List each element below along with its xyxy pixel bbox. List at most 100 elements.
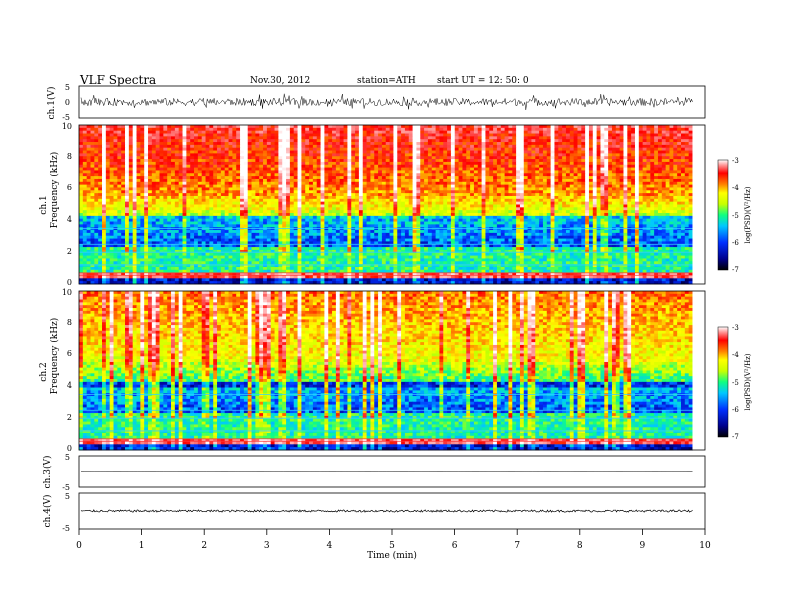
spectrogram-cell: [355, 150, 360, 154]
spectrogram-cell: [489, 164, 494, 168]
spectrogram-cell: [634, 207, 640, 211]
spectrogram-cell: [247, 130, 252, 134]
spectrogram-cell: [565, 210, 571, 214]
spectrogram-cell: [328, 125, 333, 129]
spectrogram-cell: [611, 153, 617, 157]
spectrogram-cell: [109, 210, 114, 214]
spectrogram-cell: [144, 181, 149, 186]
spectrogram-cell: [496, 136, 502, 140]
spectrogram-cell: [102, 142, 107, 146]
spectrogram-cell: [385, 153, 390, 157]
spectrogram-cell: [531, 161, 536, 166]
spectrogram-cell: [512, 125, 517, 129]
spectrogram-cell: [477, 142, 482, 146]
spectrogram-cell: [581, 173, 586, 177]
spectrogram-cell: [389, 156, 394, 160]
spectrogram-cell: [102, 133, 107, 137]
spectrogram-cell: [224, 178, 229, 183]
spectrogram-cell: [297, 187, 302, 191]
spectrogram-cell: [197, 153, 203, 157]
spectrogram-cell: [435, 164, 440, 168]
spectrogram-cell: [117, 142, 122, 146]
spectrogram-cell: [105, 125, 111, 129]
spectrogram-cell: [155, 204, 160, 208]
spectrogram-cell: [577, 184, 582, 188]
spectrogram-cell: [408, 164, 413, 168]
spectrogram-cell: [493, 193, 498, 197]
spectrogram-cell: [458, 130, 463, 134]
spectrogram-cell: [132, 190, 137, 194]
spectrogram-cell: [370, 184, 375, 188]
spectrogram-cell: [389, 136, 394, 140]
spectrogram-cell: [481, 125, 486, 129]
spectrogram-cell: [604, 190, 609, 194]
spectrogram-cell: [194, 150, 199, 154]
spectrogram-cell: [197, 193, 203, 197]
spectrogram-cell: [316, 207, 321, 211]
spectrogram-cell: [531, 178, 536, 183]
spectrogram-cell: [171, 173, 176, 177]
spectrogram-cell: [577, 130, 582, 134]
spectrogram-cell: [431, 207, 436, 211]
spectrogram-cell: [136, 207, 141, 211]
spectrogram-cell: [588, 207, 594, 211]
spectrogram-cell: [381, 144, 387, 149]
spectrogram-cell: [447, 153, 452, 157]
spectrogram-cell: [343, 150, 348, 154]
spectrogram-cell: [109, 127, 114, 132]
spectrogram-cell: [447, 159, 452, 163]
spectrogram-cell: [347, 159, 352, 163]
spectrogram-cell: [688, 201, 693, 205]
spectrogram-cell: [167, 142, 172, 146]
spectrogram-cell: [205, 190, 210, 194]
spectrogram-cell: [251, 159, 256, 163]
spectrogram-cell: [539, 139, 544, 143]
spectrogram-cell: [439, 159, 444, 163]
spectrogram-cell: [105, 161, 111, 166]
spectrogram-cell: [128, 144, 134, 149]
spectrogram-cell: [151, 210, 157, 214]
spectrogram-cell: [316, 127, 321, 132]
spectrogram-cell: [355, 207, 360, 211]
spectrogram-cell: [205, 167, 210, 171]
spectrogram-cell: [562, 161, 567, 166]
spectrogram-cell: [174, 136, 180, 140]
spectrogram-cell: [450, 127, 456, 132]
spectrogram-cell: [519, 167, 525, 171]
spectrogram-cell: [504, 153, 509, 157]
spectrogram-cell: [332, 156, 337, 160]
spectrogram-cell: [611, 193, 617, 197]
spectrogram-cell: [270, 210, 275, 214]
spectrogram-cell: [282, 184, 287, 188]
spectrogram-cell: [274, 184, 279, 188]
spectrogram-cell: [611, 181, 617, 186]
spectrogram-cell: [634, 161, 640, 166]
spectrogram-cell: [94, 178, 99, 183]
spectrogram-cell: [608, 142, 613, 146]
spectrogram-cell: [358, 147, 364, 151]
spectrogram-cell: [585, 150, 590, 154]
spectrogram-cell: [213, 142, 218, 146]
spectrogram-cell: [677, 161, 682, 166]
spectrogram-cell: [82, 181, 88, 186]
spectrogram-cell: [228, 136, 233, 140]
spectrogram-cell: [151, 184, 157, 188]
spectrogram-cell: [167, 193, 172, 197]
spectrogram-cell: [324, 178, 329, 183]
spectrogram-cell: [217, 147, 222, 151]
spectrogram-cell: [355, 210, 360, 214]
spectrogram-cell: [646, 164, 651, 168]
spectrogram-cell: [673, 176, 678, 180]
spectrogram-cell: [466, 187, 471, 191]
spectrogram-cell: [577, 147, 582, 151]
spectrogram-cell: [523, 190, 528, 194]
spectrogram-cell: [462, 125, 467, 129]
spectrogram-cell: [312, 161, 318, 166]
spectrogram-cell: [86, 187, 91, 191]
spectrogram-cell: [519, 184, 525, 188]
spectrogram-cell: [309, 139, 314, 143]
spectrogram-cell: [542, 127, 548, 132]
spectrogram-cell: [673, 144, 678, 149]
spectrogram-cell: [427, 130, 433, 134]
spectrogram-cell: [347, 204, 352, 208]
